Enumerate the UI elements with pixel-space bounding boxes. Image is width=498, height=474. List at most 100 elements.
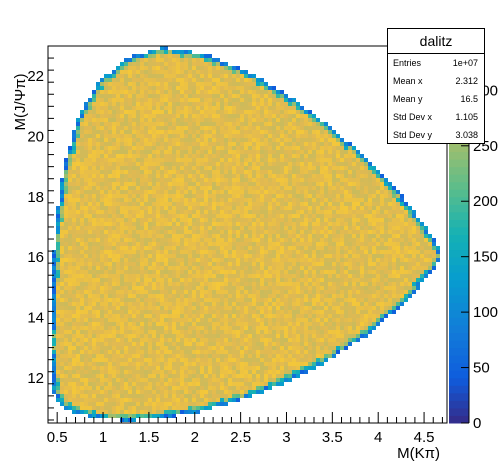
heatmap-cell bbox=[232, 230, 236, 234]
heatmap-cell bbox=[340, 282, 344, 286]
heatmap-cell bbox=[108, 198, 112, 202]
heatmap-cell bbox=[100, 170, 104, 174]
heatmap-cell bbox=[288, 126, 292, 130]
heatmap-cell bbox=[72, 182, 76, 186]
heatmap-cell bbox=[260, 230, 264, 234]
heatmap-cell bbox=[408, 262, 412, 266]
heatmap-cell bbox=[220, 146, 224, 150]
heatmap-cell bbox=[192, 170, 196, 174]
heatmap-cell bbox=[76, 262, 80, 266]
heatmap-cell bbox=[148, 282, 152, 286]
heatmap-cell bbox=[108, 162, 112, 166]
heatmap-cell bbox=[360, 186, 364, 190]
heatmap-cell bbox=[272, 138, 276, 142]
heatmap-cell bbox=[340, 286, 344, 290]
heatmap-cell bbox=[200, 278, 204, 282]
heatmap-cell bbox=[316, 118, 320, 122]
heatmap-cell bbox=[232, 222, 236, 226]
heatmap-cell bbox=[124, 202, 128, 206]
heatmap-cell bbox=[360, 298, 364, 302]
heatmap-cell bbox=[112, 302, 116, 306]
heatmap-cell bbox=[196, 278, 200, 282]
heatmap-cell bbox=[108, 226, 112, 230]
heatmap-cell bbox=[400, 234, 404, 238]
heatmap-cell bbox=[204, 242, 208, 246]
heatmap-cell bbox=[212, 138, 216, 142]
heatmap-cell bbox=[84, 238, 88, 242]
heatmap-cell bbox=[272, 282, 276, 286]
heatmap-cell bbox=[96, 138, 100, 142]
heatmap-cell bbox=[212, 150, 216, 154]
heatmap-cell bbox=[264, 286, 268, 290]
heatmap-cell bbox=[108, 78, 112, 82]
heatmap-cell bbox=[388, 290, 392, 294]
heatmap-cell bbox=[316, 182, 320, 186]
heatmap-cell bbox=[176, 70, 180, 74]
heatmap-cell bbox=[256, 98, 260, 102]
heatmap-cell bbox=[104, 170, 108, 174]
heatmap-cell bbox=[116, 106, 120, 110]
heatmap-cell bbox=[380, 262, 384, 266]
heatmap-cell bbox=[160, 118, 164, 122]
heatmap-cell bbox=[416, 222, 420, 226]
heatmap-cell bbox=[260, 222, 264, 226]
heatmap-cell bbox=[164, 158, 168, 162]
heatmap-cell bbox=[228, 302, 232, 306]
heatmap-cell bbox=[208, 70, 212, 74]
heatmap-cell bbox=[208, 138, 212, 142]
heatmap-cell bbox=[160, 46, 164, 50]
heatmap-cell bbox=[136, 182, 140, 186]
heatmap-cell bbox=[144, 314, 148, 318]
heatmap-cell bbox=[292, 250, 296, 254]
heatmap-cell bbox=[76, 250, 80, 254]
heatmap-cell bbox=[140, 206, 144, 210]
heatmap-cell bbox=[248, 246, 252, 250]
heatmap-cell bbox=[228, 290, 232, 294]
heatmap-cell bbox=[384, 314, 388, 318]
heatmap-cell bbox=[272, 146, 276, 150]
heatmap-cell bbox=[160, 154, 164, 158]
heatmap-cell bbox=[292, 318, 296, 322]
heatmap-cell bbox=[396, 202, 400, 206]
heatmap-cell bbox=[180, 262, 184, 266]
heatmap-cell bbox=[108, 206, 112, 210]
heatmap-cell bbox=[240, 126, 244, 130]
heatmap-cell bbox=[244, 142, 248, 146]
heatmap-cell bbox=[196, 238, 200, 242]
heatmap-cell bbox=[228, 178, 232, 182]
heatmap-cell bbox=[304, 242, 308, 246]
heatmap-cell bbox=[256, 202, 260, 206]
heatmap-cell bbox=[320, 306, 324, 310]
heatmap-cell bbox=[284, 142, 288, 146]
heatmap-cell bbox=[92, 206, 96, 210]
heatmap-cell bbox=[236, 290, 240, 294]
heatmap-cell bbox=[160, 178, 164, 182]
heatmap-cell bbox=[116, 94, 120, 98]
heatmap-cell bbox=[72, 266, 76, 270]
heatmap-cell bbox=[364, 210, 368, 214]
heatmap-cell bbox=[296, 102, 300, 106]
heatmap-cell bbox=[232, 90, 236, 94]
heatmap-cell bbox=[284, 222, 288, 226]
heatmap-cell bbox=[116, 146, 120, 150]
heatmap-cell bbox=[272, 266, 276, 270]
heatmap-cell bbox=[124, 238, 128, 242]
heatmap-cell bbox=[276, 290, 280, 294]
heatmap-cell bbox=[292, 166, 296, 170]
heatmap-cell bbox=[172, 246, 176, 250]
heatmap-cell bbox=[176, 54, 180, 58]
heatmap-cell bbox=[364, 230, 368, 234]
heatmap-cell bbox=[348, 310, 352, 314]
heatmap-cell bbox=[240, 182, 244, 186]
heatmap-cell bbox=[276, 266, 280, 270]
heatmap-cell bbox=[340, 214, 344, 218]
heatmap-cell bbox=[144, 210, 148, 214]
heatmap-cell bbox=[184, 198, 188, 202]
heatmap-cell bbox=[216, 278, 220, 282]
heatmap-cell bbox=[156, 206, 160, 210]
heatmap-cell bbox=[96, 218, 100, 222]
heatmap-cell bbox=[212, 238, 216, 242]
heatmap-cell bbox=[148, 114, 152, 118]
heatmap-cell bbox=[324, 218, 328, 222]
heatmap-cell bbox=[236, 278, 240, 282]
